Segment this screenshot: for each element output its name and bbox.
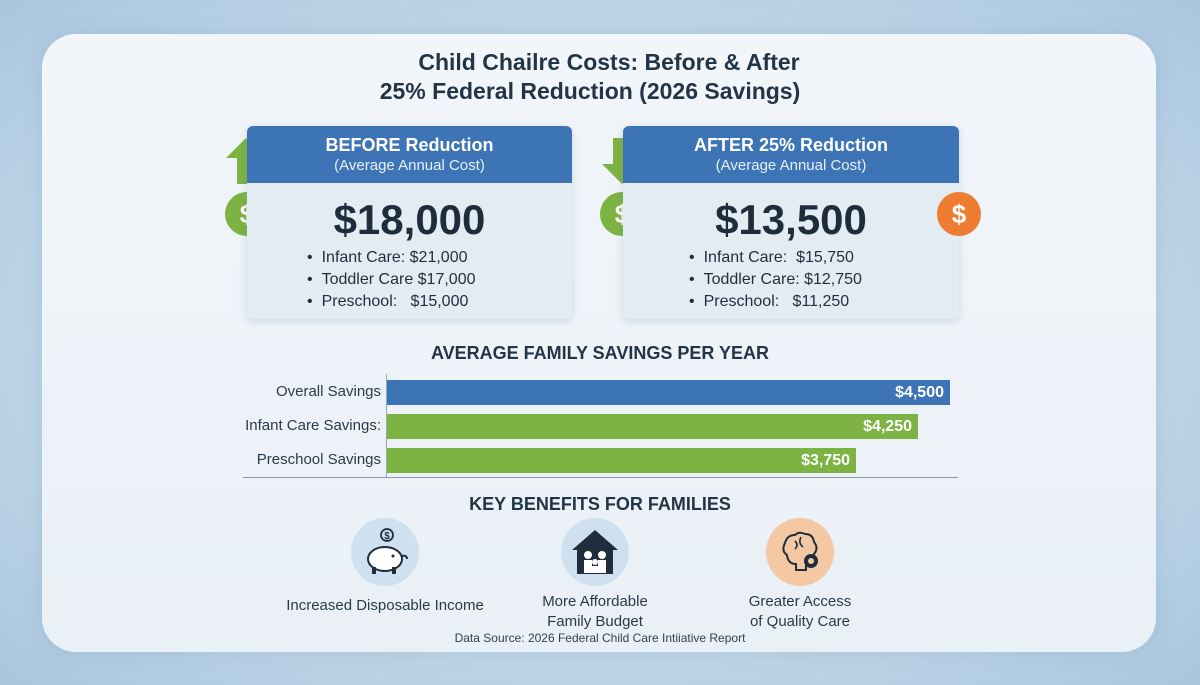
savings-bar: $4,250 [387, 414, 918, 439]
before-toddler-care: Toddler Care $17,000 [307, 269, 572, 291]
bar-category-label: Infant Care Savings: [245, 417, 381, 434]
before-card-header: BEFORE Reduction (Average Annual Cost) [247, 126, 572, 183]
savings-bar: $3,750 [387, 448, 856, 473]
before-reduction-card: BEFORE Reduction (Average Annual Cost) $… [247, 126, 572, 319]
brain-gear-icon [766, 518, 834, 586]
before-card-subheading: (Average Annual Cost) [334, 157, 485, 174]
before-cost-list: Infant Care: $21,000 Toddler Care $17,00… [247, 247, 572, 313]
savings-chart-title: AVERAGE FAMILY SAVINGS PER YEAR [430, 343, 770, 363]
savings-bar: $4,500 [387, 380, 950, 405]
after-infant-care: Infant Care: $15,750 [689, 247, 959, 269]
family-house-icon [561, 518, 629, 586]
benefit-label-1: Increased Disposable Income [286, 597, 484, 614]
after-cost-list: Infant Care: $15,750 Toddler Care: $12,7… [623, 247, 959, 313]
before-total-cost: $18,000 [333, 196, 486, 243]
after-toddler-care: Toddler Care: $12,750 [689, 269, 959, 291]
benefit-disposable-income: $ Increased Disposable Income [280, 518, 490, 616]
svg-text:$: $ [384, 531, 390, 542]
dollar-coin-orange-icon: $ [937, 192, 981, 236]
bar-category-label: Overall Savings [275, 383, 381, 400]
after-total-cost: $13,500 [715, 196, 867, 243]
benefit-label-2: More Affordable Family Budget [542, 593, 648, 630]
chart-y-axis [386, 374, 387, 478]
piggy-bank-icon: $ [351, 518, 419, 586]
before-card-heading: BEFORE Reduction [325, 135, 494, 155]
benefit-label-3: Greater Access of Quality Care [748, 593, 852, 630]
data-source-note: Data Source: 2026 Federal Child Care Int… [454, 631, 746, 645]
bar-category-label: Preschool Savings [256, 451, 381, 468]
benefit-affordable-budget: More Affordable Family Budget [500, 518, 690, 632]
after-reduction-card: AFTER 25% Reduction (Average Annual Cost… [623, 126, 959, 319]
title-line-1: Child Chailre Costs: Before & After [418, 49, 800, 75]
before-preschool: Preschool: $15,000 [307, 291, 572, 313]
after-preschool: Preschool: $11,250 [689, 291, 959, 313]
after-card-header: AFTER 25% Reduction (Average Annual Cost… [623, 126, 959, 183]
after-card-subheading: (Average Annual Cost) [715, 157, 867, 174]
benefits-title: KEY BENEFITS FOR FAMILIES [469, 494, 731, 514]
title-line-2: 25% Federal Reduction (2026 Savings) [379, 78, 801, 104]
bar-value-label: $4,250 [863, 418, 912, 435]
chart-baseline [243, 477, 958, 478]
bar-value-label: $3,750 [801, 452, 850, 469]
before-infant-care: Infant Care: $21,000 [307, 247, 572, 269]
bar-value-label: $4,500 [895, 384, 944, 401]
page-title: Child Chailre Costs: Before & After 25% … [0, 46, 1200, 107]
benefit-quality-care: Greater Access of Quality Care [705, 518, 895, 632]
after-card-heading: AFTER 25% Reduction [693, 135, 889, 155]
